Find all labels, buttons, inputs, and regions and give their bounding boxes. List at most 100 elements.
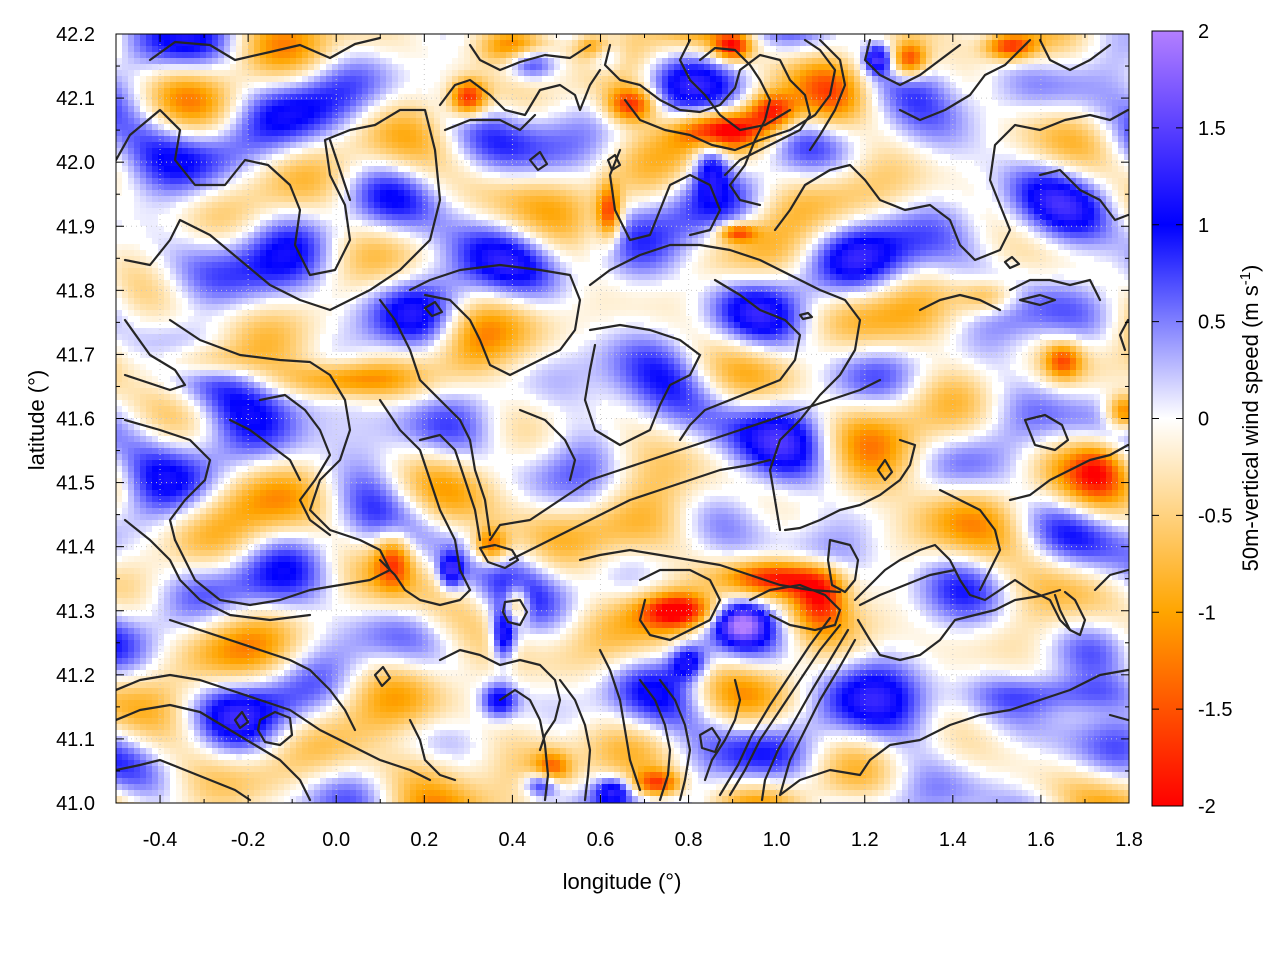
heat-cell: [200, 784, 206, 790]
heat-cell: [218, 286, 224, 292]
heat-cell: [314, 490, 320, 496]
heat-cell: [146, 304, 152, 310]
heat-cell: [182, 190, 188, 196]
heat-cell: [278, 718, 284, 724]
heat-cell: [236, 124, 242, 130]
heat-cell: [308, 712, 314, 718]
heat-cell: [326, 376, 332, 382]
heat-cell: [128, 310, 134, 316]
heat-cell: [320, 238, 326, 244]
heat-cell: [320, 82, 326, 88]
heat-cell: [206, 580, 212, 586]
heat-cell: [242, 730, 248, 736]
heat-cell: [302, 76, 308, 82]
heat-cell: [152, 424, 158, 430]
heat-cell: [248, 70, 254, 76]
heat-cell: [242, 478, 248, 484]
heat-cell: [224, 472, 230, 478]
heat-cell: [344, 292, 350, 298]
heat-cell: [350, 232, 356, 238]
heat-cell: [122, 82, 128, 88]
heat-cell: [134, 292, 140, 298]
heat-cell: [290, 682, 296, 688]
heat-cell: [254, 184, 260, 190]
heat-cell: [314, 670, 320, 676]
heat-cell: [146, 328, 152, 334]
heat-cell: [182, 550, 188, 556]
heat-cell: [170, 538, 176, 544]
heat-cell: [242, 124, 248, 130]
heat-cell: [224, 364, 230, 370]
heat-cell: [362, 130, 368, 136]
heat-cell: [164, 556, 170, 562]
heat-cell: [236, 520, 242, 526]
heat-cell: [260, 706, 266, 712]
heat-cell: [188, 52, 194, 58]
heat-cell: [368, 490, 374, 496]
heat-cell: [290, 634, 296, 640]
heat-cell: [362, 190, 368, 196]
heat-cell: [230, 412, 236, 418]
heat-cell: [296, 226, 302, 232]
heat-cell: [296, 538, 302, 544]
heat-cell: [272, 232, 278, 238]
heat-cell: [308, 94, 314, 100]
heat-cell: [158, 718, 164, 724]
heat-cell: [344, 718, 350, 724]
heat-cell: [212, 280, 218, 286]
heat-cell: [296, 292, 302, 298]
heat-cell: [308, 106, 314, 112]
heat-cell: [146, 562, 152, 568]
heat-cell: [344, 754, 350, 760]
heat-cell: [116, 538, 122, 544]
heat-cell: [188, 424, 194, 430]
heat-cell: [116, 748, 122, 754]
heat-cell: [332, 172, 338, 178]
heat-cell: [356, 250, 362, 256]
heat-cell: [188, 376, 194, 382]
heat-cell: [338, 148, 344, 154]
heat-cell: [356, 466, 362, 472]
heat-cell: [140, 52, 146, 58]
heat-cell: [206, 736, 212, 742]
heat-cell: [224, 484, 230, 490]
heat-cell: [128, 748, 134, 754]
heat-cell: [146, 202, 152, 208]
heat-cell: [200, 634, 206, 640]
heat-cell: [182, 430, 188, 436]
heat-cell: [158, 628, 164, 634]
heat-cell: [242, 454, 248, 460]
heat-cell: [242, 280, 248, 286]
heat-cell: [284, 436, 290, 442]
heat-cell: [152, 394, 158, 400]
heat-cell: [260, 784, 266, 790]
heat-cell: [146, 58, 152, 64]
heat-cell: [152, 88, 158, 94]
heat-cell: [248, 370, 254, 376]
heat-cell: [152, 346, 158, 352]
heat-cell: [158, 244, 164, 250]
heat-cell: [272, 700, 278, 706]
heat-cell: [188, 262, 194, 268]
heat-cell: [206, 376, 212, 382]
heat-cell: [230, 718, 236, 724]
heat-cell: [344, 646, 350, 652]
heat-cell: [332, 484, 338, 490]
heat-cell: [356, 652, 362, 658]
heat-cell: [140, 442, 146, 448]
heat-cell: [152, 316, 158, 322]
heat-cell: [236, 718, 242, 724]
heat-cell: [128, 784, 134, 790]
heat-cell: [158, 466, 164, 472]
heat-cell: [194, 58, 200, 64]
heat-cell: [356, 460, 362, 466]
heat-cell: [194, 412, 200, 418]
heat-cell: [230, 568, 236, 574]
heat-cell: [296, 370, 302, 376]
heat-cell: [320, 700, 326, 706]
heat-cell: [248, 646, 254, 652]
heat-cell: [284, 400, 290, 406]
heat-cell: [116, 754, 122, 760]
heat-cell: [122, 340, 128, 346]
heat-cell: [116, 274, 122, 280]
